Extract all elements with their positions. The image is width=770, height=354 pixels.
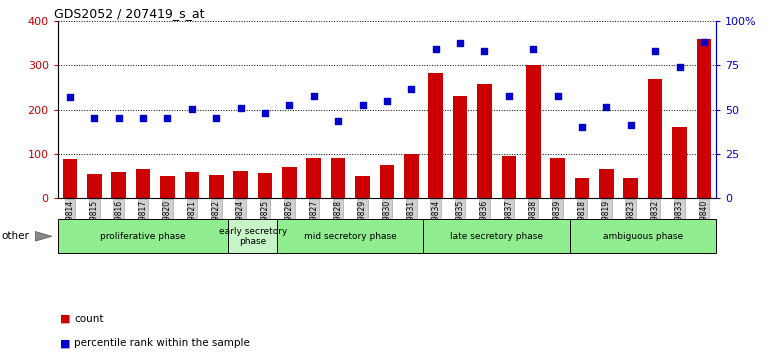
- Text: count: count: [74, 314, 103, 324]
- Bar: [355, 176, 370, 198]
- Point: [527, 46, 539, 52]
- Point: [405, 86, 417, 92]
- Point: [601, 104, 613, 109]
- Text: percentile rank within the sample: percentile rank within the sample: [74, 338, 249, 348]
- Point: [88, 115, 100, 120]
- Point: [137, 115, 149, 120]
- Bar: [282, 167, 296, 198]
- Bar: [112, 172, 126, 198]
- Bar: [526, 65, 541, 198]
- Bar: [306, 159, 321, 198]
- Text: proliferative phase: proliferative phase: [100, 232, 186, 241]
- Bar: [424, 219, 570, 253]
- Point: [454, 41, 466, 46]
- Bar: [570, 219, 716, 253]
- Bar: [624, 178, 638, 198]
- Text: late secretory phase: late secretory phase: [450, 232, 543, 241]
- Point: [503, 93, 515, 98]
- Point: [307, 94, 320, 99]
- Text: ■: ■: [60, 338, 71, 348]
- Bar: [277, 219, 424, 253]
- Point: [161, 115, 173, 120]
- Point: [259, 110, 271, 116]
- Bar: [62, 159, 77, 198]
- Point: [112, 115, 125, 120]
- Point: [186, 106, 198, 112]
- Point: [698, 39, 710, 45]
- Point: [64, 95, 76, 100]
- Bar: [185, 172, 199, 198]
- Bar: [428, 73, 443, 198]
- Text: ■: ■: [60, 314, 71, 324]
- Bar: [331, 158, 346, 198]
- Point: [357, 103, 369, 108]
- Polygon shape: [35, 232, 52, 241]
- Point: [673, 64, 685, 70]
- Point: [283, 103, 296, 108]
- Point: [210, 115, 223, 120]
- Point: [551, 94, 564, 99]
- Bar: [258, 173, 273, 198]
- Text: ambiguous phase: ambiguous phase: [603, 232, 683, 241]
- Bar: [380, 165, 394, 198]
- Bar: [404, 154, 419, 198]
- Bar: [58, 219, 229, 253]
- Bar: [672, 127, 687, 198]
- Bar: [574, 178, 589, 198]
- Bar: [648, 79, 662, 198]
- Text: early secretory
phase: early secretory phase: [219, 227, 287, 246]
- Text: GDS2052 / 207419_s_at: GDS2052 / 207419_s_at: [55, 7, 205, 20]
- Bar: [160, 176, 175, 198]
- Point: [380, 98, 393, 104]
- Point: [649, 48, 661, 54]
- Bar: [233, 171, 248, 198]
- Bar: [551, 159, 565, 198]
- Point: [478, 48, 490, 54]
- Point: [332, 118, 344, 124]
- Bar: [453, 97, 467, 198]
- Point: [624, 122, 637, 128]
- Point: [234, 105, 246, 110]
- Bar: [87, 174, 102, 198]
- Text: other: other: [2, 232, 29, 241]
- Bar: [477, 84, 492, 198]
- Bar: [136, 170, 150, 198]
- Bar: [229, 219, 277, 253]
- Text: mid secretory phase: mid secretory phase: [304, 232, 397, 241]
- Point: [430, 46, 442, 52]
- Bar: [501, 156, 516, 198]
- Bar: [697, 39, 711, 198]
- Point: [576, 124, 588, 130]
- Bar: [209, 175, 223, 198]
- Bar: [599, 170, 614, 198]
